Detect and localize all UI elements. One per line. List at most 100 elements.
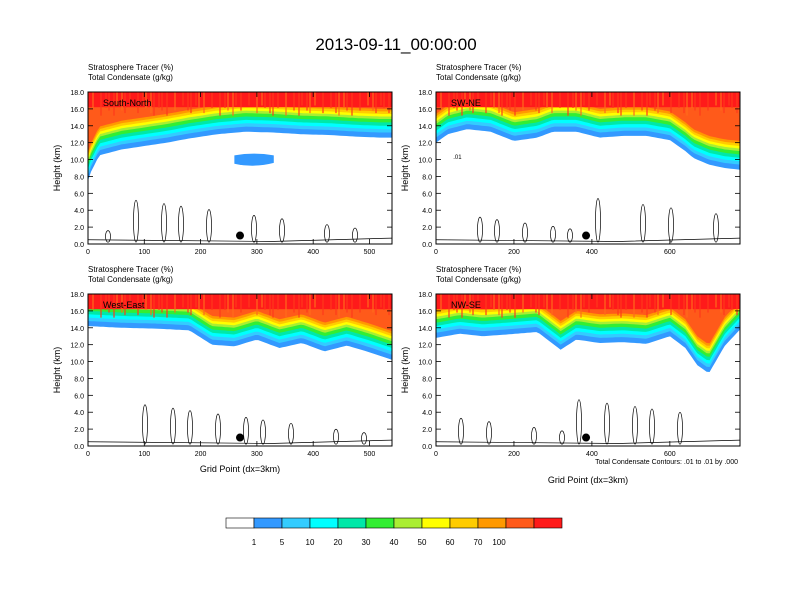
panel-label: SW-NE bbox=[451, 98, 481, 108]
y-tick-label: 6.0 bbox=[74, 393, 84, 400]
y-tick-label: 10.0 bbox=[70, 360, 84, 367]
contour-cell bbox=[668, 207, 674, 243]
x-tick-label: 0 bbox=[434, 249, 438, 256]
y-tick-label: 18.0 bbox=[418, 292, 432, 299]
colorbar-swatch bbox=[337, 517, 367, 529]
colorbar-label: 70 bbox=[474, 538, 483, 547]
contour-cell bbox=[288, 422, 294, 445]
panel-south-north: 0.0 2.0 4.0 6.0 8.0 10.0 12.0 14.0 16.0 18.0 0 100 2… bbox=[52, 63, 393, 256]
x-tick-label: 0 bbox=[86, 451, 90, 458]
contour-cell bbox=[361, 432, 367, 445]
tracer-top-layer bbox=[88, 92, 392, 108]
location-marker bbox=[582, 433, 591, 442]
tracer-field bbox=[88, 294, 392, 360]
x-tick-label: 200 bbox=[508, 249, 520, 256]
x-tick-label: 200 bbox=[195, 249, 207, 256]
contour-cell bbox=[477, 216, 483, 243]
panel-label: West-East bbox=[103, 300, 145, 310]
contour-footnote: Total Condensate Contours: .01 to .01 by… bbox=[595, 459, 738, 466]
contour-cell bbox=[324, 224, 330, 243]
contour-cell bbox=[333, 428, 339, 445]
x-tick-label: 0 bbox=[86, 249, 90, 256]
tracer-top-layer bbox=[88, 294, 392, 310]
panel-title-tracer: Stratosphere Tracer (%) bbox=[436, 63, 522, 72]
y-tick-label: 12.0 bbox=[70, 343, 84, 350]
x-tick-label: 400 bbox=[586, 451, 598, 458]
y-tick-label: 14.0 bbox=[70, 326, 84, 333]
x-tick-label: 600 bbox=[664, 249, 676, 256]
x-axis-label: Grid Point (dx=3km) bbox=[548, 475, 628, 485]
panels-group: 0.0 2.0 4.0 6.0 8.0 10.0 12.0 14.0 16.0 18.0 0 100 2… bbox=[52, 63, 741, 485]
x-tick-label: 200 bbox=[195, 451, 207, 458]
y-tick-label: 4.0 bbox=[422, 410, 432, 417]
location-marker bbox=[582, 231, 591, 240]
y-tick-label: 8.0 bbox=[74, 376, 84, 383]
x-tick-label: 100 bbox=[138, 249, 150, 256]
y-tick-label: 6.0 bbox=[74, 191, 84, 198]
panel-sw-ne: 0.0 2.0 4.0 6.0 8.0 10.0 12.0 14.0 16.0 18.0 0 200 4… bbox=[400, 63, 741, 256]
y-tick-label: 4.0 bbox=[422, 208, 432, 215]
y-tick-label: 18.0 bbox=[70, 292, 84, 299]
y-tick-label: 4.0 bbox=[74, 410, 84, 417]
terrain-line bbox=[88, 237, 392, 242]
y-tick-label: 0.0 bbox=[74, 242, 84, 249]
y-tick-label: 10.0 bbox=[418, 360, 432, 367]
contour-cell bbox=[649, 408, 655, 445]
panel-nw-se: 0.0 2.0 4.0 6.0 8.0 10.0 12.0 14.0 16.0 18.0 0 200 4… bbox=[400, 265, 741, 485]
y-tick-label: 6.0 bbox=[422, 191, 432, 198]
colorbar-swatch bbox=[309, 517, 339, 529]
y-tick-label: 18.0 bbox=[70, 90, 84, 97]
y-tick-label: 0.0 bbox=[422, 242, 432, 249]
contour-cell bbox=[550, 226, 556, 243]
panel-label: NW-SE bbox=[451, 300, 481, 310]
y-tick-label: 0.0 bbox=[74, 444, 84, 451]
contour-cell bbox=[604, 402, 610, 445]
location-marker bbox=[236, 231, 244, 240]
y-tick-label: 2.0 bbox=[74, 225, 84, 232]
contour-cell bbox=[251, 215, 257, 243]
plot-frame bbox=[435, 293, 741, 447]
y-tick-label: 8.0 bbox=[74, 174, 84, 181]
contour-cell bbox=[243, 417, 249, 445]
panel-title-tracer: Stratosphere Tracer (%) bbox=[88, 265, 174, 274]
contour-cell bbox=[215, 413, 221, 445]
x-tick-label: 500 bbox=[364, 249, 376, 256]
colorbar-swatch bbox=[253, 517, 283, 529]
colorbar-label: 40 bbox=[390, 538, 399, 547]
y-tick-label: 16.0 bbox=[418, 309, 432, 316]
x-tick-label: 600 bbox=[664, 451, 676, 458]
condensate-contours bbox=[436, 198, 740, 243]
colorbar-label: 1 bbox=[252, 538, 257, 547]
y-axis-label: Height (km) bbox=[400, 145, 410, 192]
isolated-tracer-patch bbox=[234, 153, 274, 166]
y-tick-label: 14.0 bbox=[418, 326, 432, 333]
contour-cell bbox=[567, 228, 573, 243]
y-tick-label: 10.0 bbox=[70, 158, 84, 165]
contour-cell bbox=[142, 404, 148, 445]
colorbar-label: 5 bbox=[280, 538, 285, 547]
contour-cell bbox=[713, 213, 719, 243]
colorbar-label: 20 bbox=[334, 538, 343, 547]
panel-title-condensate: Total Condensate (g/kg) bbox=[436, 73, 521, 82]
y-tick-label: 4.0 bbox=[74, 208, 84, 215]
contour-label: .01 bbox=[453, 155, 462, 161]
colorbar-swatch bbox=[421, 517, 451, 529]
y-tick-label: 16.0 bbox=[70, 309, 84, 316]
location-marker bbox=[236, 433, 244, 442]
panel-title-tracer: Stratosphere Tracer (%) bbox=[436, 265, 522, 274]
y-tick-label: 2.0 bbox=[422, 427, 432, 434]
x-tick-label: 100 bbox=[138, 451, 150, 458]
colorbar-label: 60 bbox=[446, 538, 455, 547]
x-tick-label: 400 bbox=[307, 249, 319, 256]
colorbar: 1 5 10 20 30 40 50 60 70 100 bbox=[225, 517, 563, 547]
panel-title-tracer: Stratosphere Tracer (%) bbox=[88, 63, 174, 72]
panel-title-condensate: Total Condensate (g/kg) bbox=[88, 73, 173, 82]
contour-cell bbox=[352, 227, 358, 243]
y-tick-label: 12.0 bbox=[70, 141, 84, 148]
x-tick-label: 0 bbox=[434, 451, 438, 458]
y-axis-label: Height (km) bbox=[52, 347, 62, 394]
colorbar-swatch bbox=[449, 517, 479, 529]
tracer-field bbox=[436, 294, 740, 372]
colorbar-label: 30 bbox=[362, 538, 371, 547]
